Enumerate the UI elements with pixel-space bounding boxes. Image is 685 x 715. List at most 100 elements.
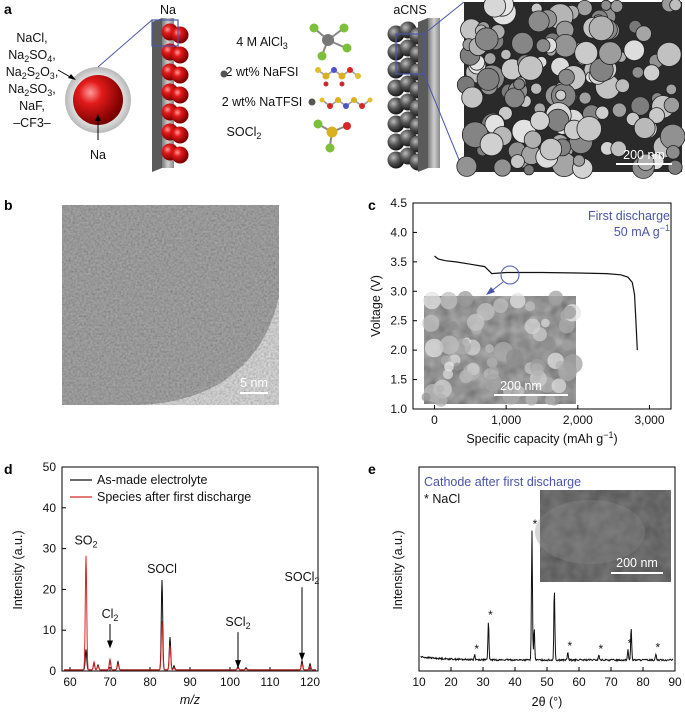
chart-e-xtick-label: 70 — [604, 675, 618, 689]
chart-d-legend: As-made electrolyte Species after first … — [70, 473, 251, 504]
sei-species-2: Na2​SO4​, — [8, 48, 56, 64]
chart-e-xtick-label: 60 — [572, 675, 586, 689]
zoom-line — [97, 19, 153, 68]
sei-species-3: Na2​S2​O3​, — [6, 65, 59, 81]
tem-scale-label: 5 nm — [240, 376, 268, 390]
chart-c-xtick-label: 3,000 — [634, 413, 664, 427]
panel-label-b: b — [4, 197, 13, 213]
chart-e-xtick-label: 50 — [540, 675, 554, 689]
nacl-star-marker: * — [488, 608, 493, 622]
chart-e-xrd: 10 20 30 40 50 60 70 80 90 * * * * * * * Cathode after… — [391, 466, 682, 709]
peak-label-scl2: SCl2​ — [225, 615, 250, 631]
chart-c-ytick-label: 3.5 — [390, 255, 407, 269]
chart-c-annotation-line1: First discharge — [588, 209, 670, 223]
inset-e-scale-label: 200 nm — [616, 556, 658, 570]
chart-e-xtick-label: 30 — [476, 675, 490, 689]
panel-b-tem-image: 5 nm — [62, 205, 279, 405]
chart-c-xtick-label: 1,000 — [491, 413, 521, 427]
chart-c-frame — [412, 202, 672, 410]
electrolyte-solvent: SOCl2 — [227, 125, 262, 141]
nacl-star-marker: * — [567, 639, 572, 653]
sei-species-1: NaCl, — [16, 31, 47, 45]
sei-species-5: NaF, — [19, 99, 45, 113]
chart-d-xtick-label: 90 — [183, 675, 197, 689]
chart-e-xtick-label: 90 — [668, 675, 682, 689]
panel-label-d: d — [4, 461, 13, 477]
inset-c-scale-label: 200 nm — [500, 379, 542, 393]
sei-species-4: Na2​SO3​, — [8, 82, 56, 98]
chart-d-xtick-label: 120 — [300, 675, 320, 689]
nacl-star-marker: * — [599, 642, 604, 656]
sodium-deposit — [161, 23, 189, 164]
peak-label-so2: SO2​ — [74, 534, 97, 550]
nacl-star-marker: * — [533, 517, 538, 531]
chart-d-series-as-made — [64, 579, 316, 671]
electrolyte-additive-natfsi: 2 wt% NaTFSI — [222, 95, 303, 109]
zoom-box-na — [151, 19, 179, 47]
chart-c-ytick-label: 4.5 — [390, 196, 407, 210]
chart-c-ytick-label: 2.5 — [390, 314, 407, 328]
chart-d-ytick-label: 0 — [49, 664, 56, 678]
chart-e-xtick-label: 10 — [412, 675, 426, 689]
peak-label-cl2: Cl2​ — [102, 607, 119, 623]
chart-c-xtick-label: 0 — [431, 413, 438, 427]
nacl-star-marker: * — [655, 641, 660, 655]
chart-e-xlabel: 2θ (°) — [532, 695, 563, 709]
peak-arrowhead — [235, 660, 241, 669]
chart-e-nacl-markers: * * * * * * * — [474, 517, 660, 656]
acns-electrode-title: aCNS — [393, 3, 426, 17]
chart-d-ytick-label: 50 — [43, 460, 57, 474]
sodium-sphere — [73, 75, 123, 125]
panel-a-schematic: Na aCNS NaCl, Na2​SO4​, Na2​S2​O3​, Na2​… — [6, 0, 685, 179]
panel-label-c: c — [368, 197, 376, 213]
chart-c-highlight-circle — [500, 265, 520, 285]
sem-scale-label: 200 nm — [623, 148, 665, 162]
chart-c-ytick-label: 3.0 — [390, 284, 407, 298]
chart-c-annotation-line2: 50 mA g−1 — [614, 223, 670, 239]
chart-e-legend-nacl: * NaCl — [424, 492, 460, 506]
sei-species-6: –CF3– — [13, 116, 51, 130]
legend-after-discharge: Species after first discharge — [97, 490, 251, 504]
chart-c-ylabel: Voltage (V) — [369, 275, 383, 337]
chart-e-ylabel: Intensity (a.u.) — [391, 530, 405, 609]
chart-c-ytick-label: 4.0 — [390, 225, 407, 239]
chart-d-ylabel: Intensity (a.u.) — [11, 530, 25, 609]
chart-c-inset-sem: 200 nm — [421, 290, 583, 407]
chart-d-xtick-label: 80 — [143, 675, 157, 689]
chart-d-series-after-discharge — [64, 555, 316, 671]
chart-d-xtick-label: 60 — [63, 675, 77, 689]
chart-c-discharge: 1.0 1.5 2.0 2.5 3.0 3.5 4.0 4.5 0 1,000 2,000 3,000… — [369, 196, 672, 446]
legend-as-made: As-made electrolyte — [97, 473, 208, 487]
chart-d-xtick-label: 110 — [260, 675, 279, 689]
acns-sem-image: 200 nm — [456, 0, 685, 179]
nacl-star-marker: * — [474, 642, 479, 656]
chart-d-peak-labels: SO2​ Cl2​ SOCl SCl2​ SOCl2​ — [74, 534, 319, 669]
nacl-star-marker: * — [628, 637, 633, 651]
chart-d-xlabel: m/z — [180, 693, 201, 707]
panel-label-a: a — [4, 1, 12, 17]
natfsi-molecule-icon — [319, 97, 373, 109]
peak-label-socl2: SOCl2​ — [285, 570, 320, 586]
electrolyte-salt: 4 M AlCl3 — [236, 35, 288, 51]
chart-c-discharge-curve — [434, 255, 638, 351]
chart-e-xtick-label: 40 — [508, 675, 522, 689]
chart-d-ytick-label: 40 — [43, 501, 57, 515]
alcl3-molecule-icon — [309, 23, 352, 61]
zoom-line-top — [423, 1, 465, 35]
chart-e-xtick-label: 80 — [636, 675, 650, 689]
chart-c-ytick-label: 1.0 — [390, 402, 407, 416]
nafsi-molecule-icon — [315, 67, 361, 87]
na-ion-icon — [220, 70, 228, 78]
peak-arrowhead — [299, 652, 305, 661]
chart-c-ytick-label: 1.5 — [390, 373, 407, 387]
zoom-box-acns — [395, 33, 425, 75]
panel-label-e: e — [368, 461, 376, 477]
chart-c-xtick-label: 2,000 — [563, 413, 593, 427]
na-electrode-title: Na — [160, 3, 176, 17]
chart-e-xrd-pattern — [420, 530, 674, 663]
chart-e-inset-sem: 200 nm — [535, 490, 671, 582]
chart-d-xtick-label: 100 — [220, 675, 240, 689]
chart-d-ytick-label: 20 — [43, 582, 57, 596]
peak-label-socl: SOCl — [147, 562, 177, 576]
sodium-sphere-label: Na — [90, 148, 106, 162]
